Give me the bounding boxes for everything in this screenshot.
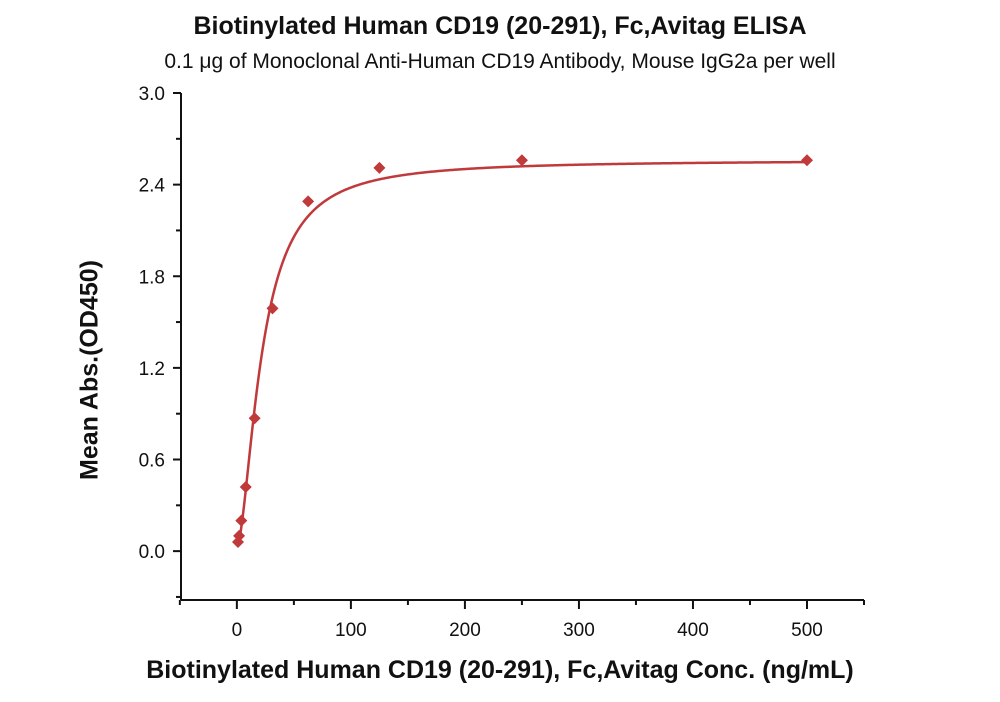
data-point bbox=[800, 154, 813, 167]
data-point bbox=[233, 529, 246, 542]
data-point bbox=[235, 514, 248, 527]
data-point bbox=[248, 412, 261, 425]
y-tick-label: 1.2 bbox=[139, 359, 165, 380]
chart-subtitle: 0.1 μg of Monoclonal Anti-Human CD19 Ant… bbox=[164, 50, 836, 73]
y-tick-label: 0.6 bbox=[139, 451, 165, 472]
data-point bbox=[515, 154, 528, 167]
y-tick-label: 2.4 bbox=[139, 176, 166, 197]
x-tick-label: 100 bbox=[335, 620, 367, 641]
data-point bbox=[302, 195, 315, 208]
data-point bbox=[239, 480, 252, 493]
x-axis-label: Biotinylated Human CD19 (20-291), Fc,Avi… bbox=[146, 656, 854, 684]
data-point bbox=[266, 302, 279, 315]
data-point bbox=[373, 161, 386, 174]
y-tick-label: 3.0 bbox=[139, 84, 165, 105]
fit-curve bbox=[236, 160, 807, 547]
x-tick-label: 300 bbox=[563, 620, 595, 641]
chart-title: Biotinylated Human CD19 (20-291), Fc,Avi… bbox=[193, 12, 807, 40]
x-tick-label: 500 bbox=[791, 620, 823, 641]
y-tick-label: 1.8 bbox=[139, 267, 165, 288]
y-tick-label: 0.0 bbox=[139, 542, 165, 563]
x-tick-label: 400 bbox=[677, 620, 709, 641]
x-tick-label: 0 bbox=[232, 620, 243, 641]
x-tick-label: 200 bbox=[449, 620, 481, 641]
